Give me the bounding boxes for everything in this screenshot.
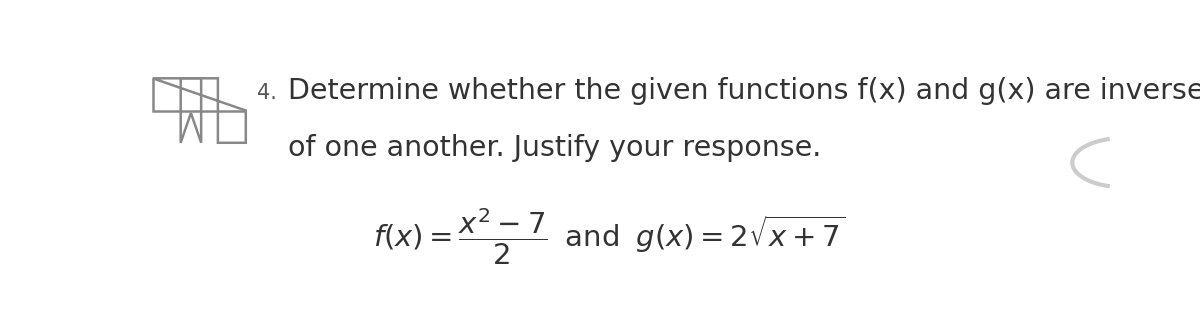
Text: 4.: 4. bbox=[257, 83, 277, 103]
Text: $\mathit{f}(\mathit{x}) = \dfrac{\mathit{x}^2-7}{2}$$\;\;\text{and}\;\;$$\mathit: $\mathit{f}(\mathit{x}) = \dfrac{\mathit… bbox=[373, 207, 846, 267]
Text: of one another. Justify your response.: of one another. Justify your response. bbox=[288, 134, 821, 162]
Text: Determine whether the given functions f(x) and g(x) are inverses: Determine whether the given functions f(… bbox=[288, 77, 1200, 105]
